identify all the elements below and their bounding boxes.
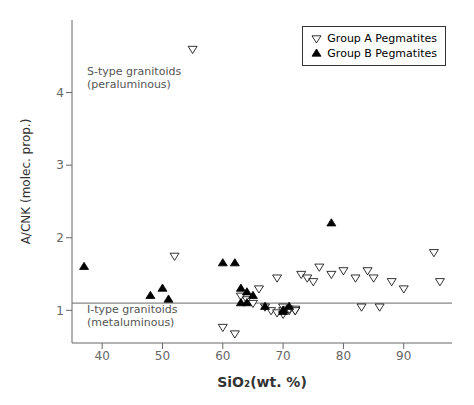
svg-text:1: 1 [56,304,64,318]
svg-text:2: 2 [56,231,64,245]
svg-text:60: 60 [215,349,230,363]
html-text:Group A Pegmatites: Group A Pegmatites [327,32,437,45]
svg-text:50: 50 [155,349,170,363]
svg-text:3: 3 [56,158,64,172]
svg-text:I-type granitoids(metaluminous: I-type granitoids(metaluminous) [87,303,178,329]
svg-text:A/CNK (molec. prop.): A/CNK (molec. prop.) [19,119,33,245]
svg-text:80: 80 [336,349,351,363]
svg-text:4: 4 [56,86,64,100]
svg-text:SiO₂(wt. %): SiO₂(wt. %) [217,374,307,390]
svg-text:40: 40 [95,349,110,363]
svg-text:90: 90 [396,349,411,363]
svg-text:70: 70 [275,349,290,363]
html-text:Group B Pegmatites: Group B Pegmatites [327,47,437,60]
svg-text:S-type granitoids(peraluminous: S-type granitoids(peraluminous) [87,65,181,91]
